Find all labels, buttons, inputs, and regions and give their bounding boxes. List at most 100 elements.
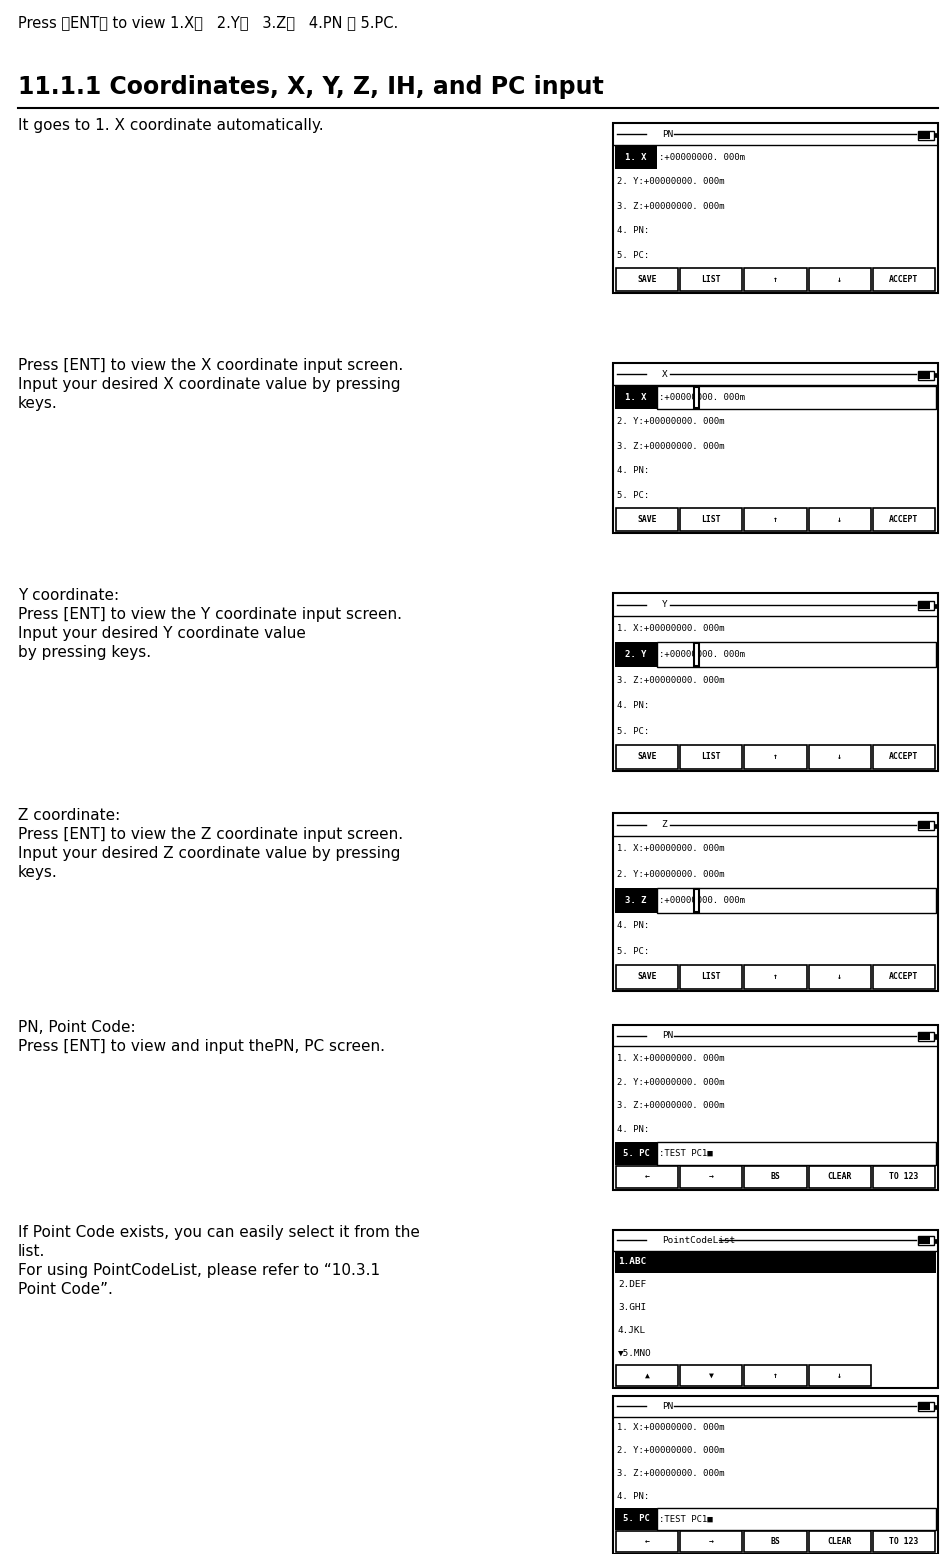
- Text: ACCEPT: ACCEPT: [889, 752, 919, 761]
- Text: Press [ENT] to view and input thePN, PC screen.: Press [ENT] to view and input thePN, PC …: [18, 1040, 385, 1054]
- Text: 5. PC:: 5. PC:: [617, 946, 649, 956]
- Text: BS: BS: [770, 1537, 781, 1546]
- Bar: [919, 132, 930, 138]
- Bar: [744, 267, 806, 291]
- Text: 1. X: 1. X: [625, 393, 646, 402]
- Text: keys.: keys.: [18, 866, 58, 880]
- Text: :TEST PC1■: :TEST PC1■: [659, 1515, 713, 1523]
- Bar: [616, 744, 678, 769]
- Text: 4. PN:: 4. PN:: [617, 1492, 649, 1501]
- Bar: [873, 267, 935, 291]
- Bar: [657, 385, 936, 409]
- Text: ↑: ↑: [773, 1371, 778, 1380]
- Text: SAVE: SAVE: [637, 514, 657, 524]
- Bar: [934, 1035, 937, 1038]
- Text: 1. X: 1. X: [625, 152, 646, 162]
- Text: PN, Point Code:: PN, Point Code:: [18, 1019, 135, 1035]
- Text: ▼5.MNO: ▼5.MNO: [618, 1349, 652, 1358]
- Text: LIST: LIST: [702, 973, 721, 981]
- Text: Input your desired Y coordinate value: Input your desired Y coordinate value: [18, 626, 306, 640]
- Text: 3. Z:+00000000. 000m: 3. Z:+00000000. 000m: [617, 1469, 724, 1478]
- Text: Press 【ENT】 to view 1.X，   2.Y，   3.Z，   4.PN ， 5.PC.: Press 【ENT】 to view 1.X， 2.Y， 3.Z， 4.PN …: [18, 16, 398, 30]
- Text: 3. Z:+00000000. 000m: 3. Z:+00000000. 000m: [617, 1102, 724, 1111]
- Bar: [680, 1166, 743, 1187]
- Text: PN: PN: [662, 1402, 673, 1411]
- Text: If Point Code exists, you can easily select it from the: If Point Code exists, you can easily sel…: [18, 1225, 420, 1240]
- Text: 4. PN:: 4. PN:: [617, 466, 649, 476]
- Text: TO 123: TO 123: [889, 1172, 919, 1181]
- Bar: [808, 965, 871, 988]
- Bar: [680, 744, 743, 769]
- Bar: [694, 889, 700, 912]
- Bar: [873, 508, 935, 530]
- Bar: [615, 1142, 657, 1166]
- Bar: [680, 1531, 743, 1551]
- Bar: [873, 744, 935, 769]
- Bar: [808, 508, 871, 530]
- Bar: [613, 594, 938, 771]
- Bar: [616, 267, 678, 291]
- Text: 1. X:+00000000. 000m: 1. X:+00000000. 000m: [617, 625, 724, 634]
- Text: keys.: keys.: [18, 396, 58, 410]
- Text: 2. Y:+00000000. 000m: 2. Y:+00000000. 000m: [617, 1447, 724, 1455]
- Text: Z: Z: [662, 821, 667, 830]
- Text: 3. Z: 3. Z: [625, 895, 646, 904]
- Bar: [919, 822, 930, 830]
- Bar: [657, 887, 936, 912]
- Text: 4. PN:: 4. PN:: [617, 1125, 649, 1134]
- Bar: [744, 508, 806, 530]
- Bar: [918, 822, 934, 830]
- Text: Input your desired Z coordinate value by pressing: Input your desired Z coordinate value by…: [18, 845, 401, 861]
- Text: ▼: ▼: [709, 1371, 714, 1380]
- Bar: [615, 887, 657, 912]
- Text: 5. PC: 5. PC: [623, 1515, 649, 1523]
- Text: ACCEPT: ACCEPT: [889, 973, 919, 981]
- Bar: [615, 642, 657, 667]
- Text: 4. PN:: 4. PN:: [617, 227, 649, 235]
- Bar: [918, 1032, 934, 1041]
- Text: TO 123: TO 123: [889, 1537, 919, 1546]
- Bar: [934, 824, 937, 828]
- Bar: [919, 371, 930, 379]
- Text: SAVE: SAVE: [637, 973, 657, 981]
- Bar: [613, 1026, 938, 1190]
- Bar: [934, 373, 937, 378]
- Text: ←: ←: [645, 1537, 649, 1546]
- Bar: [615, 385, 657, 409]
- Bar: [808, 1166, 871, 1187]
- Text: ↓: ↓: [837, 973, 843, 981]
- Bar: [919, 1237, 930, 1245]
- Bar: [918, 1237, 934, 1245]
- Bar: [918, 1402, 934, 1411]
- Bar: [694, 387, 700, 409]
- Bar: [613, 364, 938, 533]
- Bar: [613, 123, 938, 294]
- Bar: [934, 132, 937, 137]
- Bar: [808, 744, 871, 769]
- Text: :+00000000. 000m: :+00000000. 000m: [659, 650, 745, 659]
- Text: 1.ABC: 1.ABC: [618, 1257, 646, 1267]
- Bar: [657, 642, 936, 667]
- Text: 1. X:+00000000. 000m: 1. X:+00000000. 000m: [617, 1423, 724, 1433]
- Text: 3. Z:+00000000. 000m: 3. Z:+00000000. 000m: [617, 202, 724, 211]
- Bar: [744, 1364, 806, 1386]
- Text: SAVE: SAVE: [637, 275, 657, 284]
- Text: PointCodeList: PointCodeList: [662, 1235, 735, 1245]
- Bar: [919, 1403, 930, 1411]
- Bar: [615, 1251, 936, 1273]
- Bar: [616, 1364, 678, 1386]
- Bar: [873, 1531, 935, 1551]
- Bar: [616, 508, 678, 530]
- Bar: [934, 603, 937, 608]
- Bar: [918, 601, 934, 611]
- Bar: [694, 643, 700, 667]
- Text: 11.1.1 Coordinates, X, Y, Z, IH, and PC input: 11.1.1 Coordinates, X, Y, Z, IH, and PC …: [18, 75, 604, 99]
- Text: 2. Y: 2. Y: [625, 650, 646, 659]
- Bar: [744, 1531, 806, 1551]
- Text: :+00000000. 000m: :+00000000. 000m: [659, 152, 745, 162]
- Text: LIST: LIST: [702, 752, 721, 761]
- Text: It goes to 1. X coordinate automatically.: It goes to 1. X coordinate automatically…: [18, 118, 324, 134]
- Bar: [616, 1531, 678, 1551]
- Bar: [680, 965, 743, 988]
- Text: ACCEPT: ACCEPT: [889, 275, 919, 284]
